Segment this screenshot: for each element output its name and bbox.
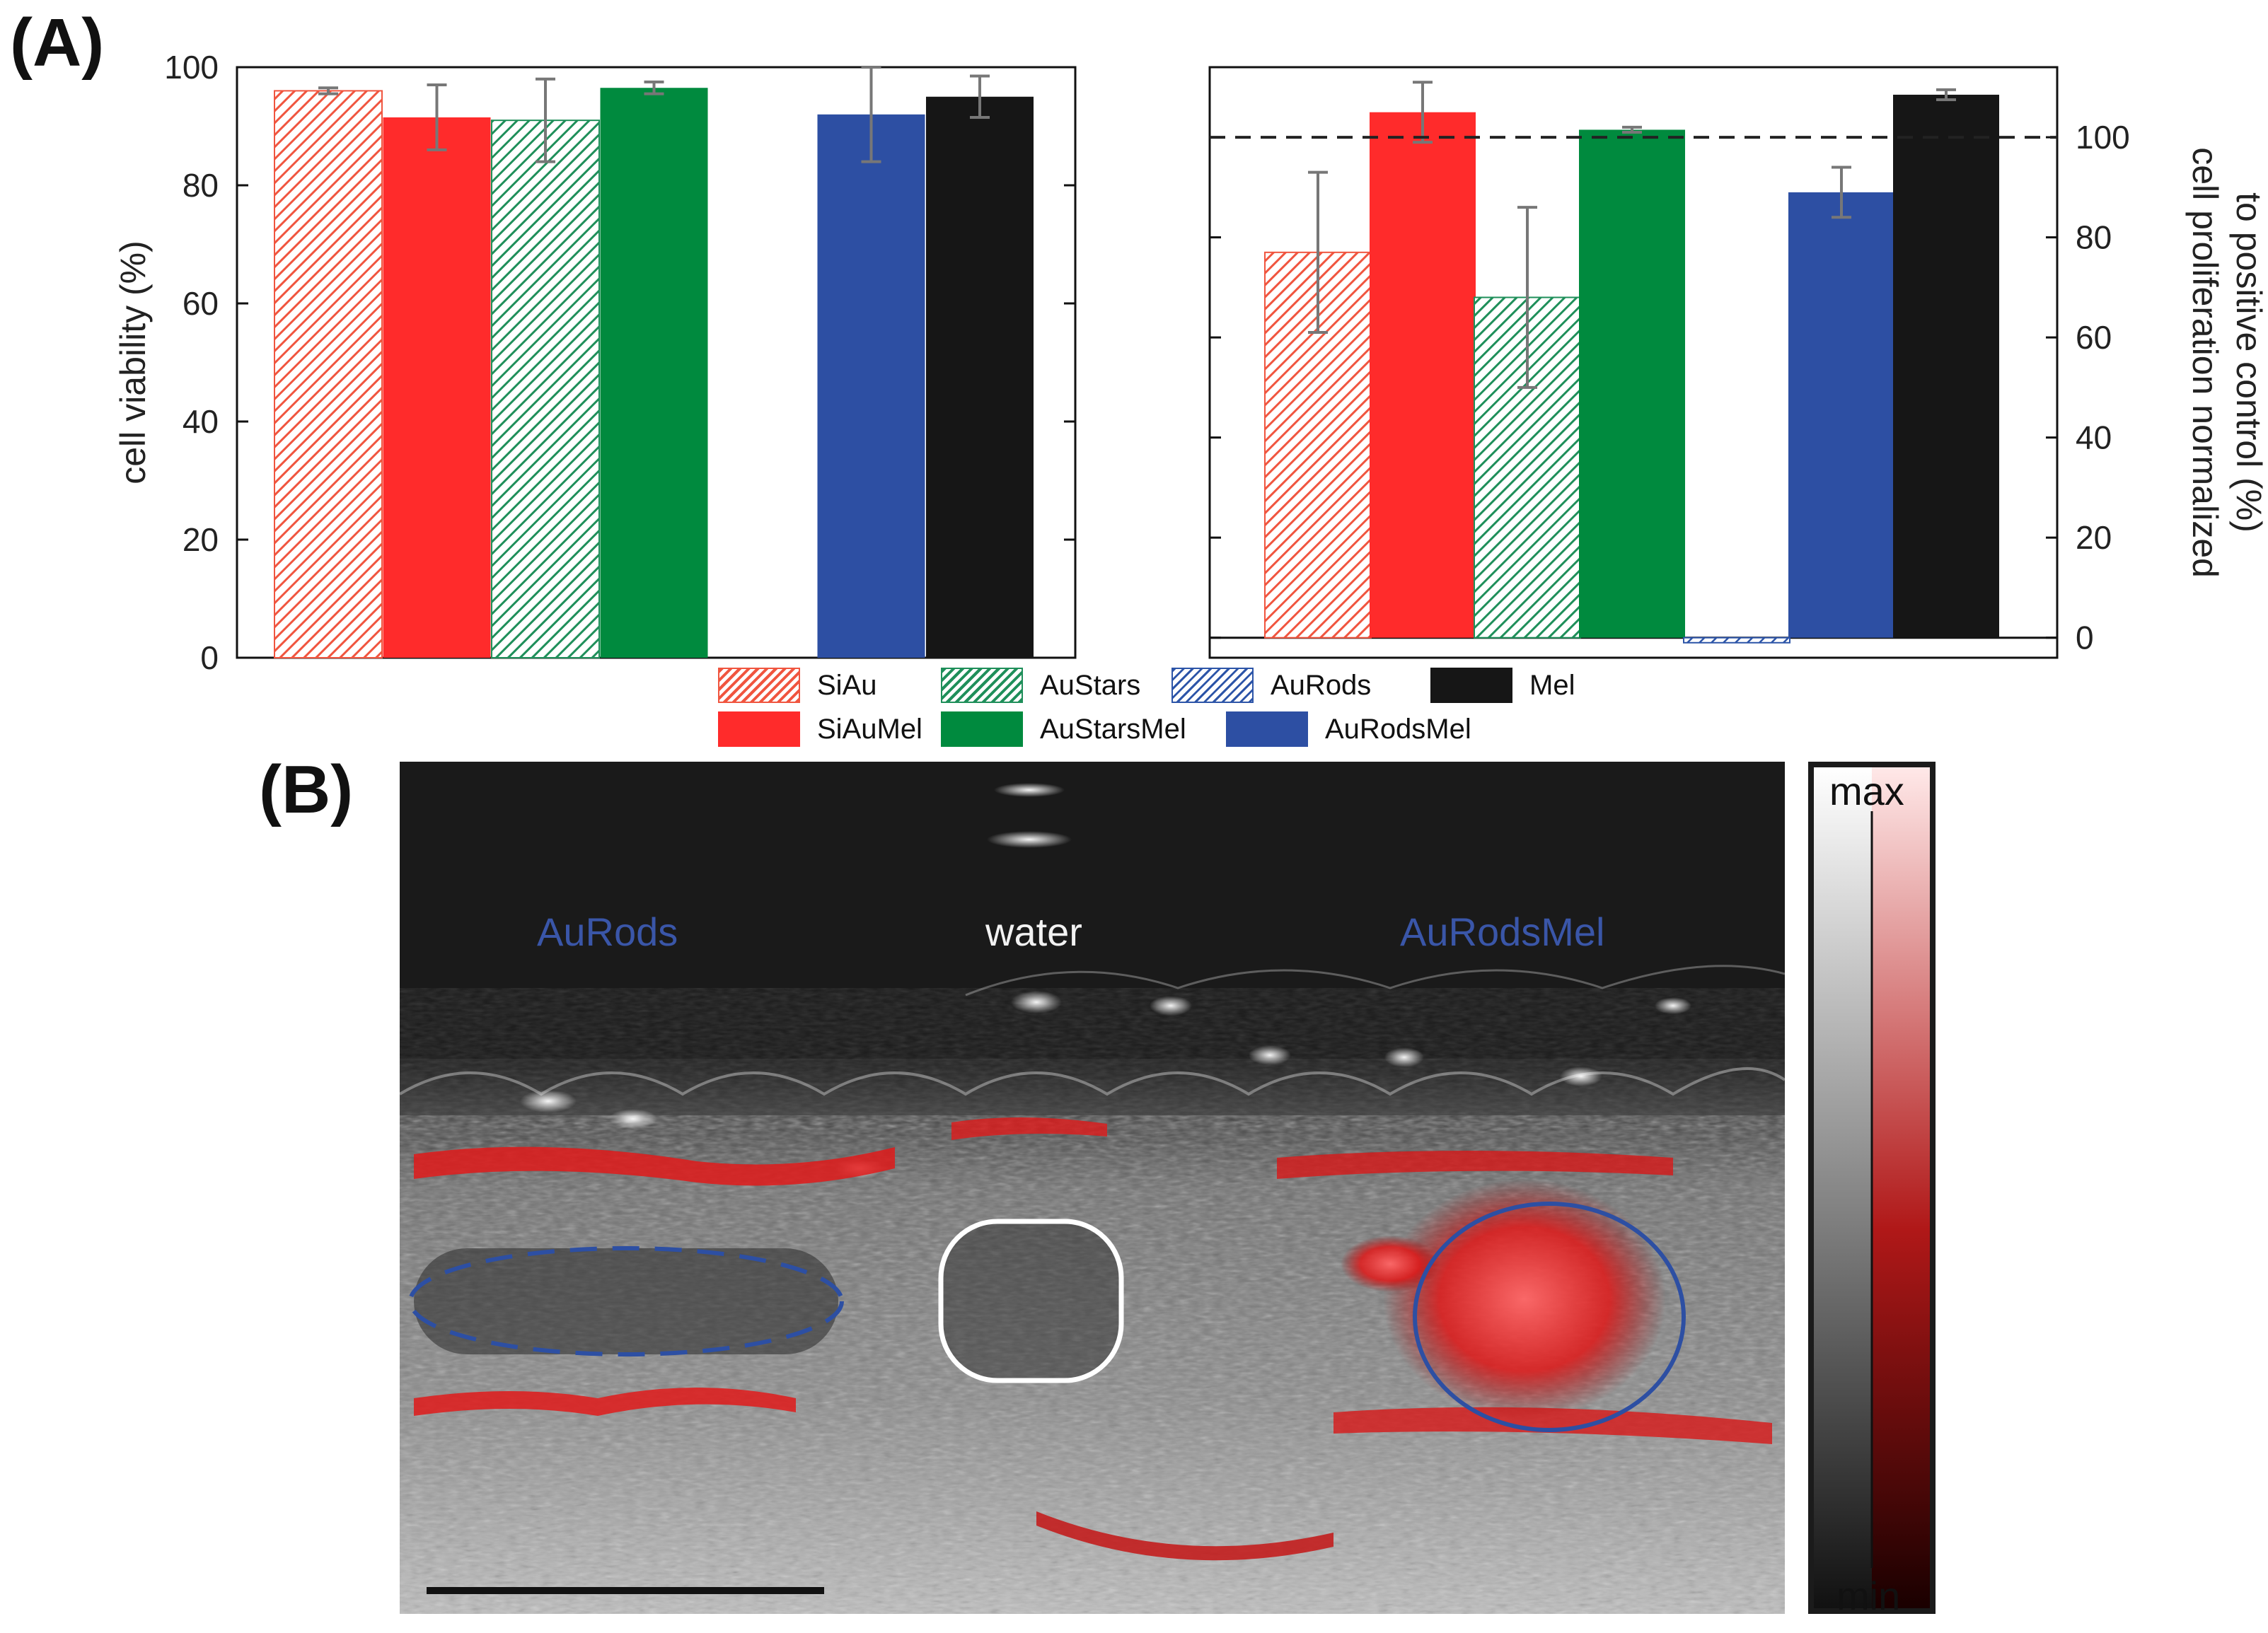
- legend-swatch-aurodsmel: [1226, 711, 1308, 747]
- y-axis-label: cell proliferation normalized: [2185, 147, 2225, 578]
- reflection-glow: [520, 1090, 577, 1112]
- y-tick-label: 60: [183, 285, 219, 322]
- melanin-signal: [1341, 1236, 1440, 1292]
- reflection-glow: [609, 1109, 657, 1129]
- upper-speckle: [400, 988, 1785, 1129]
- bar-mel: [926, 96, 1034, 658]
- legend-item-austarsmel: AuStarsMel: [941, 711, 1186, 747]
- legend-swatch-mel: [1430, 668, 1512, 703]
- y-tick-label: 20: [183, 521, 219, 558]
- reflection-glow: [1011, 991, 1062, 1013]
- reflection-glow: [994, 783, 1065, 797]
- red-signal-band: [1277, 1151, 1673, 1179]
- bar-siaumel: [1370, 112, 1476, 638]
- legend-label-siau: SiAu: [817, 669, 877, 701]
- us-label-aurodsmel: AuRodsMel: [1400, 910, 1605, 954]
- legend-swatch-austarsmel: [941, 711, 1023, 747]
- bar-aurods: [1683, 637, 1790, 644]
- reflection-glow: [1249, 1045, 1291, 1065]
- bar-austarsmel: [600, 88, 708, 658]
- reflection-glow: [1150, 996, 1192, 1016]
- bar-aurodsmel: [817, 114, 925, 658]
- colorbar-min-label: min: [1836, 1574, 1901, 1618]
- y-axis-label: to positive control (%): [2229, 192, 2268, 533]
- red-signal-arc: [1036, 1511, 1333, 1561]
- y-tick-label: 80: [2076, 219, 2112, 256]
- colorbar-max-label: max: [1829, 769, 1904, 813]
- water-region: [941, 1221, 1121, 1381]
- colorbar-gradients: [1814, 767, 1930, 1608]
- proliferation-chart: 0 20 40 60 80 100 cell proliferation normalize…: [1208, 66, 2268, 659]
- legend-item-austars: AuStars: [941, 668, 1140, 703]
- reflection-glow: [987, 831, 1072, 848]
- red-signal-band: [414, 1388, 796, 1416]
- legend-label-mel: Mel: [1529, 669, 1575, 701]
- panel-b-label: (B): [259, 752, 354, 827]
- bar-charts: 0 20 40 60 80 100 cell viability (%) 0 20 40 60 80…: [113, 49, 2268, 676]
- red-signal-band: [1333, 1407, 1772, 1444]
- bar-austars: [491, 120, 600, 658]
- surface-arcs-upper: [965, 965, 1785, 996]
- colorbar-red: [1872, 767, 1930, 1608]
- red-signal-band: [951, 1117, 1107, 1140]
- legend-label-aurods: AuRods: [1271, 669, 1372, 701]
- viability-chart: 0 20 40 60 80 100 cell viability (%): [113, 49, 1077, 676]
- legend-label-austars: AuStars: [1040, 669, 1141, 701]
- us-label-water: water: [985, 910, 1082, 954]
- water-roi: [938, 1219, 1124, 1383]
- bar-mel: [1893, 94, 1999, 638]
- y-tick-label: 100: [164, 49, 219, 86]
- panel-a-label: (A): [10, 5, 105, 81]
- y-tick-label: 0: [2076, 620, 2094, 656]
- legend-label-aurodsmel: AuRodsMel: [1325, 713, 1471, 745]
- bar-siaumel: [383, 117, 491, 658]
- reflection-glow: [1560, 1067, 1602, 1086]
- y-tick-label: 0: [200, 639, 219, 676]
- legend-item-siau: SiAu: [718, 668, 877, 703]
- melanin-signal: [1383, 1179, 1666, 1419]
- bar-siau: [274, 90, 383, 658]
- y-tick-label: 40: [2076, 419, 2112, 456]
- aurodsmel-roi: [1413, 1202, 1686, 1432]
- reflection-glow: [1384, 1047, 1424, 1067]
- bar-austarsmel: [1579, 129, 1685, 638]
- y-axis-label: cell viability (%): [113, 240, 153, 484]
- legend-swatch-siaumel: [718, 711, 800, 747]
- y-tick-label: 20: [2076, 519, 2112, 556]
- colorbar-gray: [1814, 767, 1872, 1608]
- legend-swatch-siau: [718, 668, 800, 703]
- ultrasound-image: AuRods water AuRodsMel: [400, 762, 1785, 1614]
- legend-swatch-austars: [941, 668, 1023, 703]
- aurods-roi: [408, 1246, 844, 1356]
- y-tick-label: 80: [183, 167, 219, 204]
- plot-frame: [1208, 66, 2059, 659]
- red-signal-band: [414, 1146, 895, 1186]
- bar-aurodsmel: [1788, 192, 1894, 638]
- aurods-region-dark: [414, 1248, 838, 1354]
- legend-item-aurods: AuRods: [1171, 668, 1371, 703]
- legend-label-siaumel: SiAuMel: [817, 713, 922, 745]
- reflection-glow: [1655, 997, 1691, 1014]
- us-label-aurods: AuRods: [537, 910, 678, 954]
- legend-swatch-aurods: [1171, 668, 1254, 703]
- legend-item-mel: Mel: [1430, 668, 1575, 703]
- colorbar: [1808, 762, 1936, 1614]
- y-tick-label: 40: [183, 403, 219, 440]
- y-tick-label: 60: [2076, 319, 2112, 356]
- legend-item-siaumel: SiAuMel: [718, 711, 922, 747]
- y-tick-label: 100: [2076, 119, 2130, 156]
- legend-label-austarsmel: AuStarsMel: [1040, 713, 1186, 745]
- ultrasound-rendering: [400, 762, 1785, 1614]
- legend-item-aurodsmel: AuRodsMel: [1226, 711, 1471, 747]
